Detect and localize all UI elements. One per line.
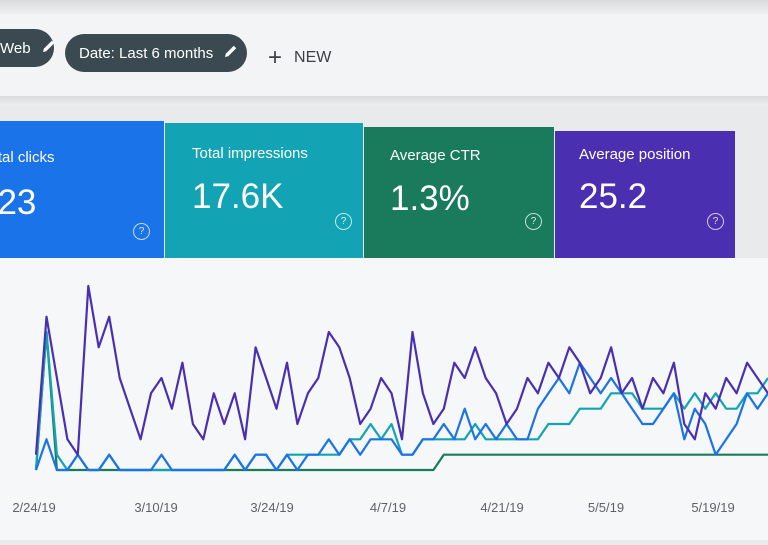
x-tick-label: 5/5/19: [588, 500, 624, 515]
pencil-icon[interactable]: [41, 38, 57, 58]
date-range-chip[interactable]: Date: Last 6 months: [65, 34, 247, 72]
metric-label: Total impressions: [192, 145, 308, 162]
series-line-0: [36, 286, 768, 455]
performance-chart: 2/24/19 3/10/19 3/24/19 4/7/19 4/21/19 5/5/19…: [0, 258, 768, 540]
date-range-label: Date: Last 6 months: [79, 45, 213, 62]
metric-label: Total clicks: [0, 149, 55, 166]
x-tick-label: 5/19/19: [691, 500, 734, 515]
metric-cards: Total clicks 223 ? Total impressions 17.…: [0, 106, 768, 266]
x-tick-label: 2/24/19: [12, 500, 55, 515]
filter-bar: Web Date: Last 6 months + NEW: [0, 0, 768, 96]
pencil-icon[interactable]: [223, 43, 239, 63]
window-edge: [0, 0, 768, 14]
new-filter-label: NEW: [294, 49, 331, 67]
metric-value: 1.3%: [390, 179, 470, 219]
new-filter-button[interactable]: + NEW: [268, 44, 331, 72]
plus-icon: +: [268, 46, 282, 70]
metric-value: 223: [0, 183, 36, 223]
help-icon[interactable]: ?: [335, 213, 352, 230]
divider: [0, 96, 768, 106]
metric-card-clicks[interactable]: Total clicks 223 ?: [0, 121, 164, 261]
metric-value: 25.2: [579, 177, 647, 217]
search-type-label: Web: [0, 40, 31, 57]
metric-label: Average CTR: [390, 147, 481, 164]
search-type-chip[interactable]: Web: [0, 29, 54, 67]
performance-chart-panel: 2/24/19 3/10/19 3/24/19 4/7/19 4/21/19 5/5/19…: [0, 258, 768, 540]
metric-card-impressions[interactable]: Total impressions 17.6K ?: [165, 123, 363, 263]
help-icon[interactable]: ?: [707, 213, 724, 230]
x-tick-label: 4/21/19: [480, 500, 523, 515]
help-icon[interactable]: ?: [525, 213, 542, 230]
metric-value: 17.6K: [192, 177, 283, 217]
x-tick-label: 3/10/19: [134, 500, 177, 515]
series-line-2: [36, 332, 768, 470]
x-tick-label: 3/24/19: [250, 500, 293, 515]
series-line-3: [36, 332, 768, 470]
x-tick-label: 4/7/19: [370, 500, 406, 515]
metric-card-ctr[interactable]: Average CTR 1.3% ?: [364, 127, 554, 265]
metric-card-position[interactable]: Average position 25.2 ?: [555, 131, 735, 264]
metric-label: Average position: [579, 146, 690, 163]
help-icon[interactable]: ?: [133, 223, 150, 240]
